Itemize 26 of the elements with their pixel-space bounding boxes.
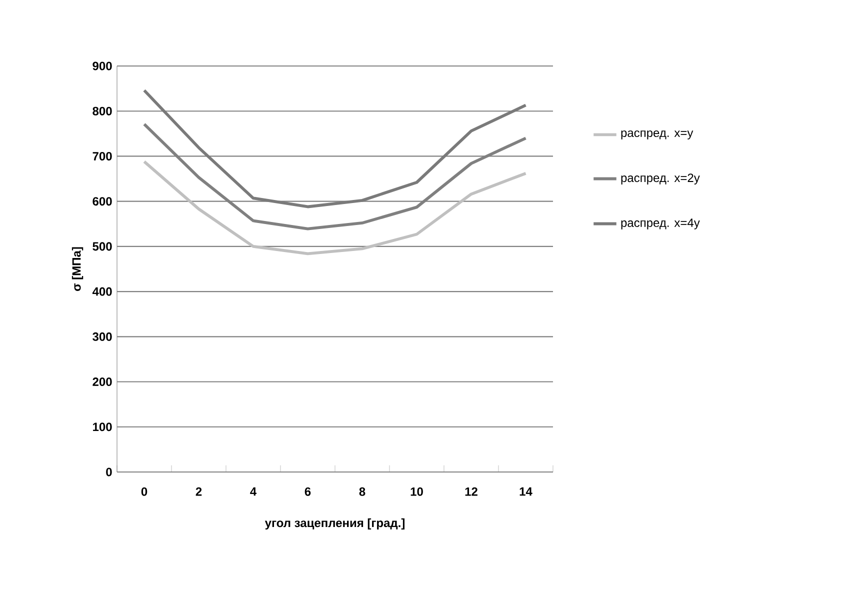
y-tick-label: 0 xyxy=(106,468,112,476)
x-tick-label: 4 xyxy=(250,487,257,496)
legend-label: распред. x=2y xyxy=(621,174,700,184)
legend-label: распред. x=y xyxy=(621,130,694,140)
y-tick-label: 200 xyxy=(92,378,112,386)
y-tick-label: 100 xyxy=(93,422,112,432)
y-tick-label: 700 xyxy=(92,152,112,160)
line-series xyxy=(142,160,528,256)
y-axis-title: σ [МПа] xyxy=(72,247,84,291)
x-axis-title: угол зацепления [град.] xyxy=(264,518,404,530)
y-tick-label: 400 xyxy=(92,287,112,296)
x-tick-label: 8 xyxy=(359,487,366,496)
x-tick-label: 0 xyxy=(141,487,148,496)
line-series xyxy=(142,122,528,230)
x-tick-label: 14 xyxy=(520,487,532,496)
x-tick-label: 2 xyxy=(196,487,202,496)
x-tick-label: 6 xyxy=(304,487,311,496)
legend-label: распред. x=4y xyxy=(621,218,700,230)
x-tick-label: 10 xyxy=(410,487,423,496)
line-series xyxy=(142,88,528,208)
y-tick-label: 800 xyxy=(92,106,112,116)
y-tick-label: 300 xyxy=(92,332,112,341)
y-tick-label: 600 xyxy=(92,197,112,206)
y-tick-label: 500 xyxy=(92,242,112,251)
y-tick-label: 900 xyxy=(92,62,112,70)
x-tick-label: 12 xyxy=(465,487,478,496)
